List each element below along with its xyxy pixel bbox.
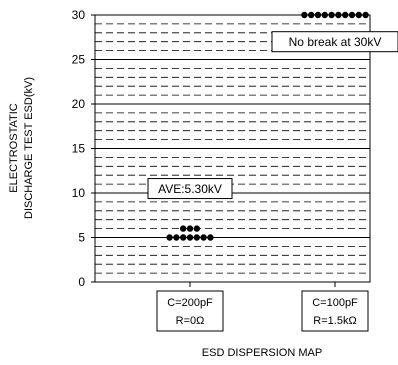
category-label-box: C=100pF R=1.5kΩ bbox=[301, 290, 369, 332]
annotation-text: AVE:5.30kV bbox=[158, 182, 222, 196]
y-tick-label: 10 bbox=[72, 186, 86, 200]
category-box-frame bbox=[301, 290, 369, 332]
category-label-line1: C=200pF bbox=[167, 297, 213, 309]
data-point bbox=[362, 11, 369, 19]
y-tick-label: 0 bbox=[78, 275, 85, 289]
y-tick-label: 15 bbox=[72, 142, 86, 156]
data-point bbox=[301, 11, 308, 19]
y-axis-label-line2: DISCHARGE TEST ESD(kV) bbox=[23, 77, 35, 219]
data-point bbox=[308, 11, 315, 19]
annotations: AVE:5.30kV No break at 30kV bbox=[147, 31, 398, 200]
annotation-frame bbox=[147, 178, 233, 200]
data-point bbox=[193, 225, 200, 232]
annotation-frame bbox=[271, 31, 398, 53]
data-point bbox=[328, 11, 335, 19]
data-point bbox=[193, 234, 200, 241]
annotation-text: No break at 30kV bbox=[289, 35, 382, 49]
data-point bbox=[335, 11, 342, 19]
data-point bbox=[342, 11, 349, 19]
category-box-frame bbox=[156, 290, 224, 332]
data-point bbox=[200, 234, 207, 241]
category-label-line2: R=1.5kΩ bbox=[313, 315, 356, 327]
data-point bbox=[314, 11, 322, 19]
y-axis-label-line1: ELECTROSTATIC bbox=[8, 103, 20, 192]
data-point bbox=[180, 234, 187, 241]
data-point bbox=[348, 11, 356, 19]
y-tick-label: 25 bbox=[72, 53, 86, 67]
grid-lines bbox=[95, 23, 370, 274]
chart-title: ESD DISPERSION MAP bbox=[202, 347, 322, 359]
annotation-box: No break at 30kV bbox=[271, 31, 398, 53]
data-points bbox=[166, 11, 369, 241]
data-point bbox=[166, 234, 173, 241]
data-point bbox=[186, 234, 194, 241]
data-point bbox=[186, 225, 194, 232]
data-point bbox=[355, 11, 362, 19]
data-point bbox=[180, 225, 187, 232]
category-labels: C=200pF R=0Ω C=100pF R=1.5kΩ bbox=[156, 282, 369, 332]
y-axis-label: ELECTROSTATIC DISCHARGE TEST ESD(kV) bbox=[8, 77, 35, 219]
data-point bbox=[173, 234, 180, 241]
data-point bbox=[207, 234, 214, 241]
y-tick-label: 20 bbox=[72, 97, 86, 111]
y-tick-label: 5 bbox=[78, 231, 85, 245]
y-tick-labels: 0 5 10 15 20 25 30 bbox=[72, 8, 95, 289]
category-label-line1: C=100pF bbox=[312, 297, 358, 309]
annotation-box: AVE:5.30kV bbox=[147, 178, 233, 200]
category-label-box: C=200pF R=0Ω bbox=[156, 290, 224, 332]
category-label-line2: R=0Ω bbox=[176, 315, 205, 327]
y-tick-label: 30 bbox=[72, 8, 86, 22]
data-point bbox=[321, 11, 328, 19]
